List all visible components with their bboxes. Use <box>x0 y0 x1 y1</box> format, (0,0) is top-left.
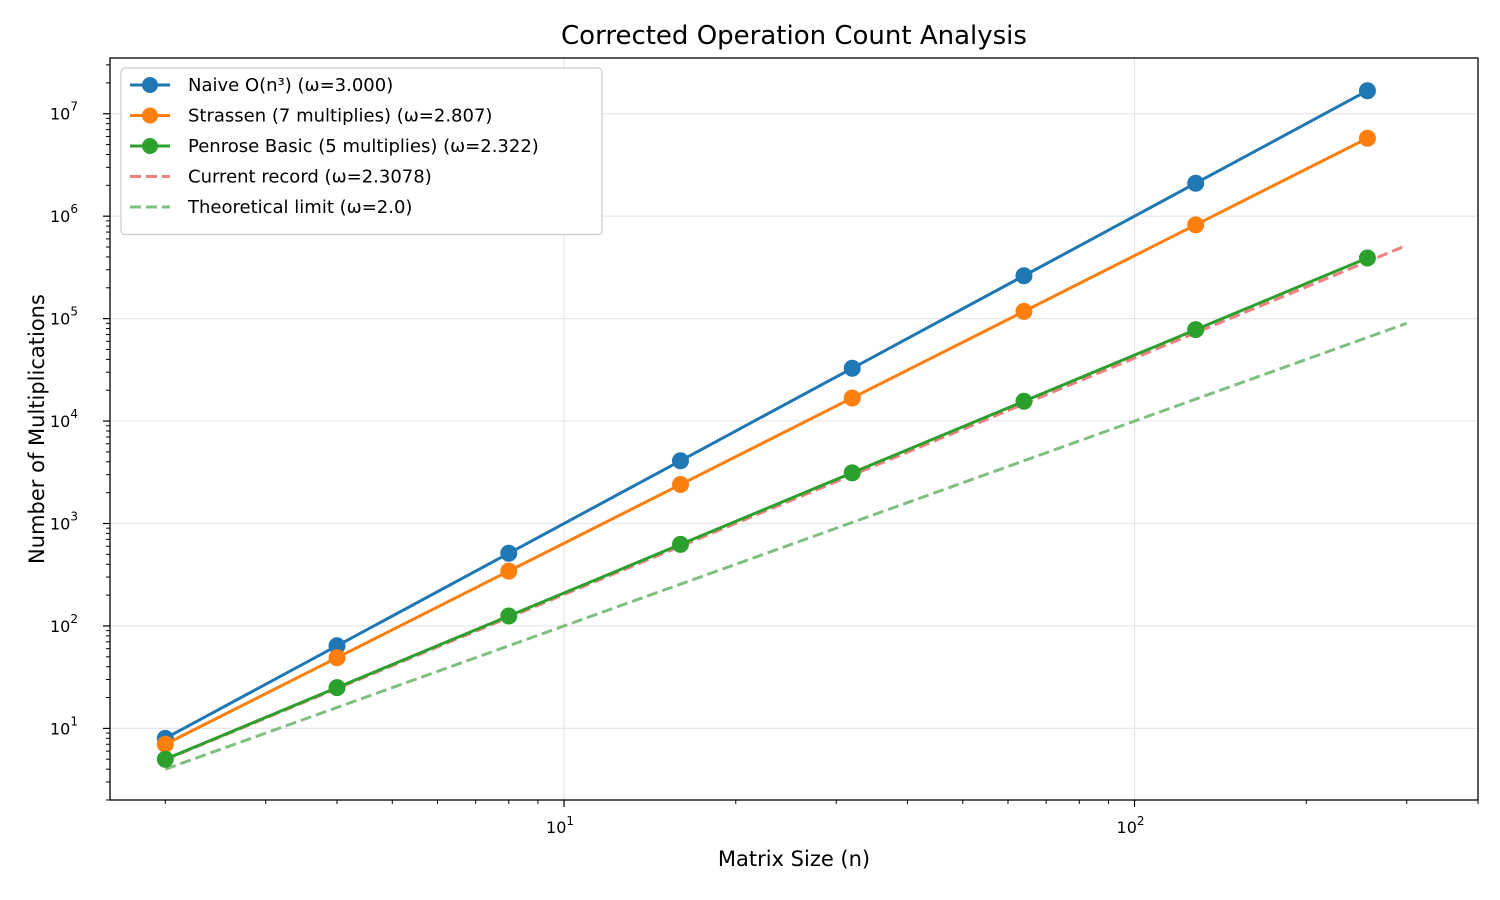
series-line <box>164 321 1408 771</box>
legend-label: Theoretical limit (ω=2.0) <box>187 197 412 218</box>
x-tick-label: 101 <box>546 814 574 837</box>
series-line <box>164 136 1369 746</box>
legend-label: Naive O(n³) (ω=3.000) <box>188 75 393 96</box>
legend-label: Strassen (7 multiplies) (ω=2.807) <box>188 106 492 127</box>
plot-area-frame <box>109 57 1479 801</box>
data-point <box>1015 302 1033 320</box>
y-tick-label: 102 <box>50 612 78 636</box>
legend-marker <box>142 138 158 154</box>
data-point <box>500 607 518 625</box>
y-tick-label: 107 <box>50 100 78 124</box>
x-tick-label: 102 <box>1117 814 1145 837</box>
legend: Naive O(n³) (ω=3.000) Strassen (7 multipl… <box>120 67 603 236</box>
series-line <box>164 89 1369 740</box>
chart-title: Corrected Operation Count Analysis <box>561 21 1027 51</box>
legend-marker <box>142 107 158 124</box>
y-tick-label: 101 <box>50 714 78 738</box>
legend-label: Current record (ω=2.3078) <box>188 167 432 188</box>
y-tick-label: 105 <box>50 305 78 329</box>
data-point <box>843 359 861 377</box>
data-point <box>328 649 346 667</box>
data-point <box>1187 216 1205 234</box>
data-point <box>1187 321 1205 339</box>
legend-label: Penrose Basic (5 multiplies) (ω=2.322) <box>188 136 539 157</box>
data-point <box>1358 129 1376 147</box>
y-tick-label: 104 <box>50 407 78 431</box>
data-point <box>156 750 174 768</box>
data-point <box>1358 82 1376 100</box>
data-point <box>671 535 689 553</box>
y-tick-label: 103 <box>50 510 78 534</box>
x-axis-title: Matrix Size (n) <box>718 847 870 871</box>
data-point <box>500 562 518 580</box>
data-point <box>500 544 518 562</box>
data-point <box>671 452 689 470</box>
data-point <box>1015 267 1033 285</box>
data-point <box>671 476 689 494</box>
data-point <box>1015 392 1033 410</box>
data-point <box>843 464 861 482</box>
data-point <box>843 389 861 407</box>
data-point <box>1358 249 1376 267</box>
data-point <box>156 735 174 753</box>
legend-marker <box>142 77 158 93</box>
y-axis-title: Number of Multiplications <box>25 294 49 564</box>
data-point <box>1187 174 1205 192</box>
legend-box <box>120 67 603 236</box>
data-point <box>328 679 346 697</box>
y-tick-label: 106 <box>50 202 78 226</box>
series-line <box>164 256 1369 761</box>
